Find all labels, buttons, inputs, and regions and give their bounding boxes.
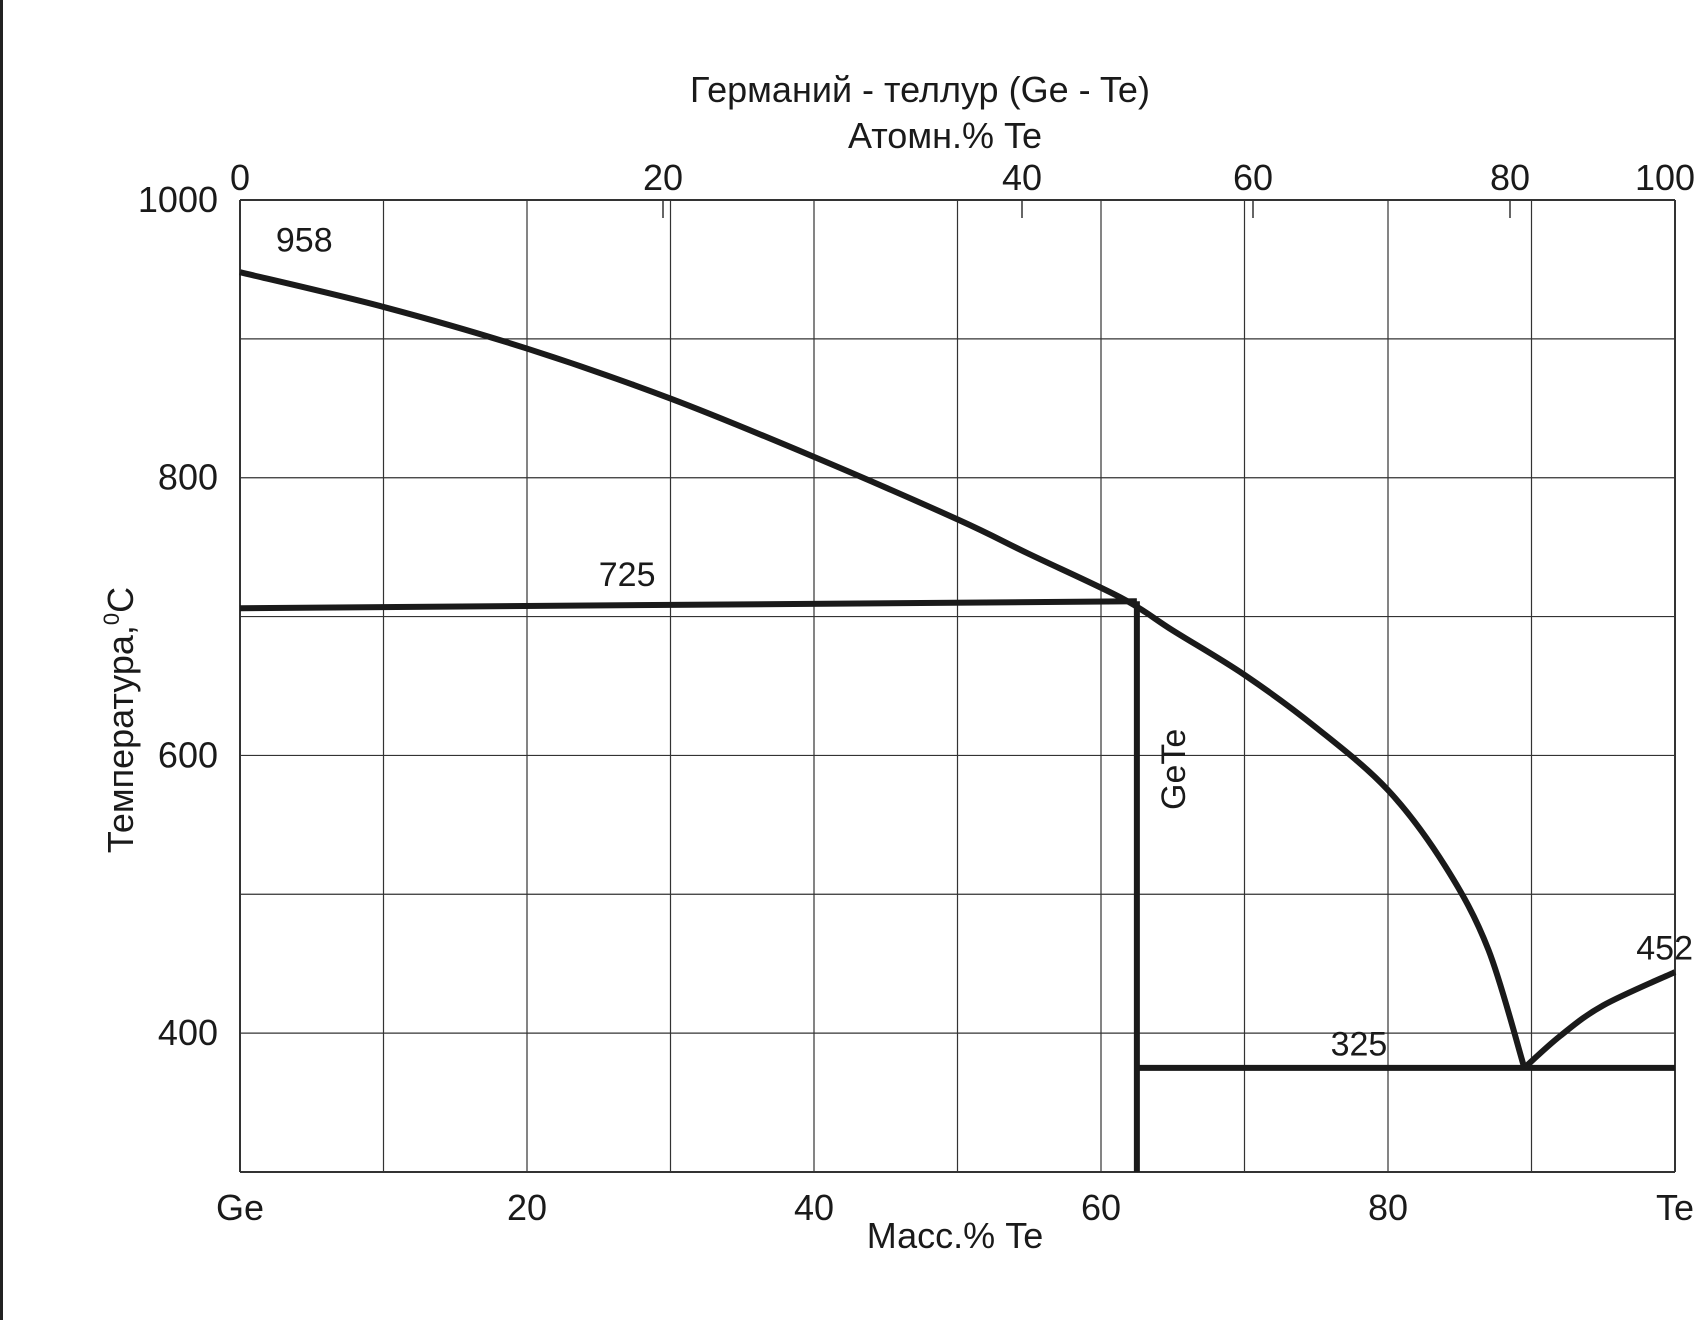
annot-725: 725 (599, 556, 656, 594)
y-axis-label: Температура,0C (99, 587, 141, 853)
x-tick-label: 60 (1081, 1187, 1121, 1228)
top-tick-label: 40 (1002, 157, 1042, 198)
tick-labels: Ge 20 40 60 80 Te 0 20 40 60 80 100 1000 800 600 400 (138, 157, 1695, 1228)
top-tick-label: 100 (1635, 157, 1695, 198)
y-axis-label-unit: C (100, 587, 141, 613)
top-tick-label: 60 (1233, 157, 1273, 198)
y-tick-label: 800 (158, 457, 218, 498)
top-tick-label: 0 (230, 157, 250, 198)
phase-label-gete: GeTe (1155, 729, 1193, 810)
series-liquidus-te (1522, 969, 1677, 1071)
series-lines (239, 269, 1677, 1172)
x-tick-label: 80 (1368, 1187, 1408, 1228)
annotations: 958 725 325 452 GeTe (276, 221, 1693, 1063)
y-tick-label: 400 (158, 1012, 218, 1053)
series-liquidus-ge (239, 269, 1528, 1069)
annot-958: 958 (276, 221, 333, 259)
y-axis-label-text: Температура, (100, 625, 141, 853)
annot-325: 325 (1331, 1025, 1388, 1063)
annot-452: 452 (1636, 930, 1693, 968)
top-tick-label: 80 (1490, 157, 1530, 198)
x-tick-label: Te (1656, 1187, 1694, 1228)
y-tick-label: 600 (158, 734, 218, 775)
y-axis-label-sup: 0 (99, 613, 124, 625)
x-tick-label: 40 (794, 1187, 834, 1228)
series-eutectic-725 (239, 598, 1137, 612)
top-tick-label: 20 (643, 157, 683, 198)
grid (239, 199, 1676, 1173)
top-axis-label: Атомн.% Te (848, 115, 1042, 156)
x-tick-label: Ge (216, 1187, 264, 1228)
x-axis-label: Масс.% Te (867, 1215, 1043, 1256)
chart-title: Германий - теллур (Ge - Te) (690, 69, 1150, 110)
scan-edge (0, 0, 3, 1320)
x-tick-label: 20 (507, 1187, 547, 1228)
y-tick-label: 1000 (138, 179, 218, 220)
